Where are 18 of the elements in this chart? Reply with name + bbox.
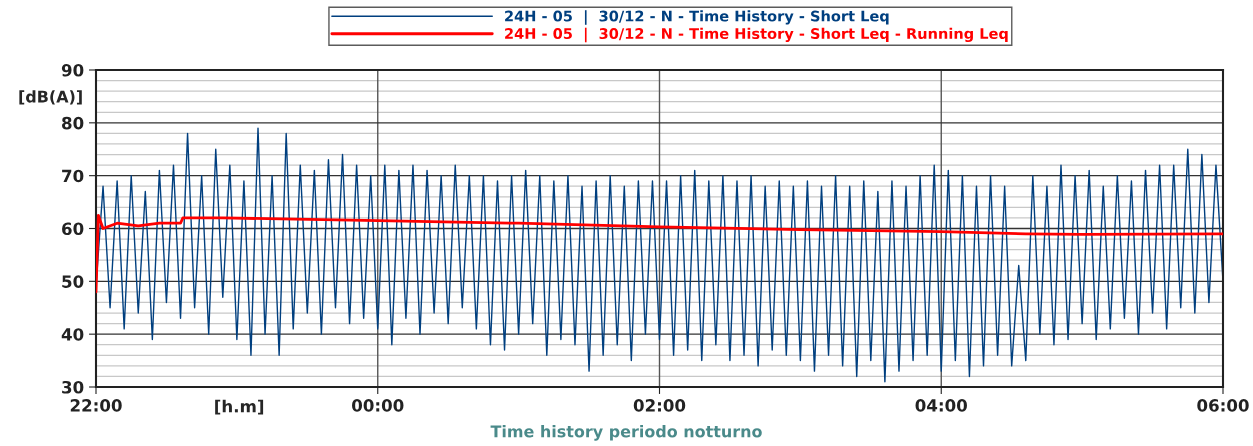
text: 24H - 05 | 30/12 - N - Time History - Short Leq - Running Leq <box>505 27 1008 43</box>
x-axis-title: Time history periodo notturno <box>490 425 762 441</box>
y-tick-label: 70 <box>62 169 84 183</box>
x-tick-label: 06:00 <box>1197 399 1249 412</box>
x-tick-label: 22:00 <box>70 399 122 412</box>
y-tick-label: 80 <box>62 116 84 130</box>
y-axis-title: [dB(A)] <box>19 90 82 105</box>
y-tick-label: 40 <box>61 328 84 341</box>
x-tick-label: 04:00 <box>915 399 967 412</box>
text: [h.m] <box>215 399 264 415</box>
line-series <box>96 127 1223 383</box>
y-tick-label: 50 <box>62 275 84 288</box>
x-tick-label: 02:00 <box>633 399 686 412</box>
y-tick-label: 30 <box>62 380 84 394</box>
y-tick-label: 60 <box>62 222 84 236</box>
text: 24H - 05 | 30/12 - N - Time History - Short Leq <box>505 10 889 25</box>
y-tick-label: 90 <box>61 63 84 77</box>
x-tick-label: 00:00 <box>352 399 404 412</box>
